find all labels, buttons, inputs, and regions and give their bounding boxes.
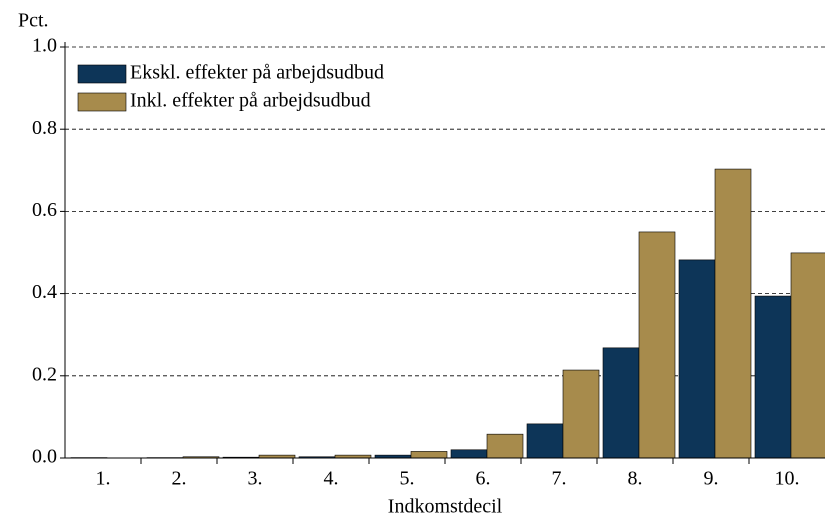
bar: [450, 449, 488, 459]
bar: [714, 168, 752, 459]
x-tick-label: 7.: [552, 468, 567, 490]
y-tick-label: 0.6: [32, 199, 57, 221]
bar: [602, 347, 640, 459]
x-tick-label: 3.: [248, 468, 263, 490]
x-tick-label: 2.: [172, 468, 187, 490]
y-tick-label: 0.4: [32, 281, 57, 303]
y-unit-label: Pct.: [18, 10, 49, 32]
y-tick-label: 0.8: [32, 117, 57, 139]
x-tick-label: 5.: [400, 468, 415, 490]
bar: [562, 369, 600, 459]
x-tick-label: 10.: [775, 468, 800, 490]
bar: [754, 295, 792, 459]
legend-swatch: [77, 64, 127, 84]
legend-label: Inkl. effekter på arbejdsudbud: [130, 90, 371, 112]
legend-swatch: [77, 92, 127, 112]
bar: [410, 451, 448, 459]
x-tick-label: 4.: [324, 468, 339, 490]
bar: [678, 259, 716, 459]
x-tick-label: 1.: [96, 468, 111, 490]
bar: [790, 252, 825, 459]
x-tick-label: 8.: [628, 468, 643, 490]
x-tick-label: 6.: [476, 468, 491, 490]
bar: [526, 423, 564, 459]
legend-label: Ekskl. effekter på arbejdsudbud: [130, 62, 384, 84]
y-tick-label: 1.0: [32, 35, 57, 57]
bar: [638, 231, 676, 459]
y-tick-label: 0.2: [32, 363, 57, 385]
x-tick-label: 9.: [704, 468, 719, 490]
bar: [486, 433, 524, 459]
x-axis-label: Indkomstdecil: [388, 496, 503, 518]
y-tick-label: 0.0: [32, 446, 57, 468]
